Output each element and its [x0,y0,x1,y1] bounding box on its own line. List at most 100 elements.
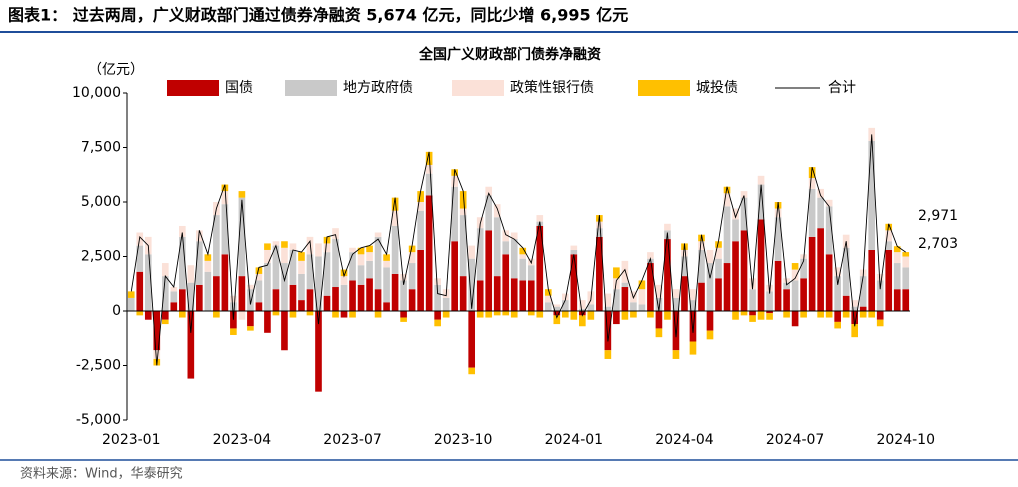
bar-segment [519,254,527,259]
bar-segment [366,278,373,311]
bar-segment [510,239,518,279]
bar-segment [587,311,595,320]
bar-segment [630,311,637,318]
bar-segment [808,188,816,237]
bar-segment [613,289,620,311]
bar-segment [434,311,441,320]
bar-segment [715,241,722,248]
bar-segment [408,289,416,311]
bar-segment [468,258,476,311]
bar-segment [187,311,195,379]
bar-segment [527,265,535,281]
bar-segment [332,228,339,240]
bar-segment [204,271,212,311]
bar-segment [732,311,739,320]
bar-segment [800,278,807,311]
bar-segment [655,297,663,311]
bar-segment [527,280,535,311]
bar-segment [391,197,399,211]
bar-segment [902,267,910,290]
bar-segment [298,273,305,301]
bar-segment [570,245,578,250]
bar-segment [485,230,493,311]
y-tick-label: 10,000 [72,85,121,101]
bar-segment [187,282,195,311]
bar-segment [289,243,297,250]
bar-segment [340,284,348,311]
bar-segment [715,278,722,311]
bar-segment [732,208,739,220]
bar-segment [689,311,697,342]
bar-segment [672,297,680,311]
bar-segment [315,311,322,392]
bar-segment [476,311,484,318]
bar-segment [817,188,824,198]
bar-segment [400,311,407,318]
bar-segment [196,241,203,285]
bar-segment [893,289,901,311]
bar-segment [783,282,790,290]
bar-segment [204,254,212,261]
bar-segment [613,311,620,325]
bar-segment [408,263,416,290]
bar-segment [825,254,833,311]
bar-segment [902,256,910,268]
legend-swatch [167,80,219,96]
bar-segment [544,295,552,303]
bar-segment [323,252,331,296]
bar-segment [706,311,714,331]
bar-segment [842,311,850,318]
bar-segment [221,191,229,205]
bar-segment [136,245,144,272]
bar-segment [698,241,705,250]
bar-segment [349,247,356,253]
bar-segment [536,215,544,222]
bar-segment [553,306,561,311]
bar-segment [340,276,348,285]
bar-segment [655,328,663,338]
bar-segment [442,311,450,318]
bar-segment [689,289,697,301]
bar-segment [144,311,152,320]
total-line [130,134,906,366]
bar-segment [808,178,816,189]
bar-segment [774,208,782,218]
bar-segment [289,249,297,285]
bar-segment [613,267,620,279]
bar-segment [230,302,237,311]
bar-segment [740,191,748,198]
bar-segment [204,260,212,272]
bar-segment [740,311,748,316]
bar-segment [723,206,731,264]
bar-segment [893,263,901,290]
bar-segment [366,260,373,279]
bar-segment [868,311,876,318]
bar-segment [579,308,586,311]
bar-segment [332,239,339,288]
bar-segment [400,273,407,281]
source: 资料来源：Wind，华泰研究 [20,467,183,482]
bar-segment [306,254,314,290]
figure-title: 图表1： 过去两周，广义财政部门通过债券净融资 5,674 亿元，同比少增 6,… [8,6,628,25]
bar-segment [876,319,884,327]
bar-segment [868,140,876,250]
bar-segment [493,204,501,218]
bar-segment [196,284,203,311]
bar-segment [783,289,790,311]
bar-segment [876,311,884,320]
bar-segment [221,204,229,255]
bar-segment [485,311,493,318]
bar-segment [647,311,654,318]
bar-segment [161,311,169,320]
y-tick-label: -5,000 [76,412,121,428]
bar-segment [876,273,884,281]
bar-segment [349,311,356,318]
bar-segment [238,197,246,277]
bar-segment [766,313,773,320]
bar-segment [374,311,382,318]
bar-segment [757,184,765,220]
bar-segment [315,256,322,311]
bar-segment [681,249,688,257]
bar-segment [570,254,578,311]
bar-segment [579,315,586,327]
